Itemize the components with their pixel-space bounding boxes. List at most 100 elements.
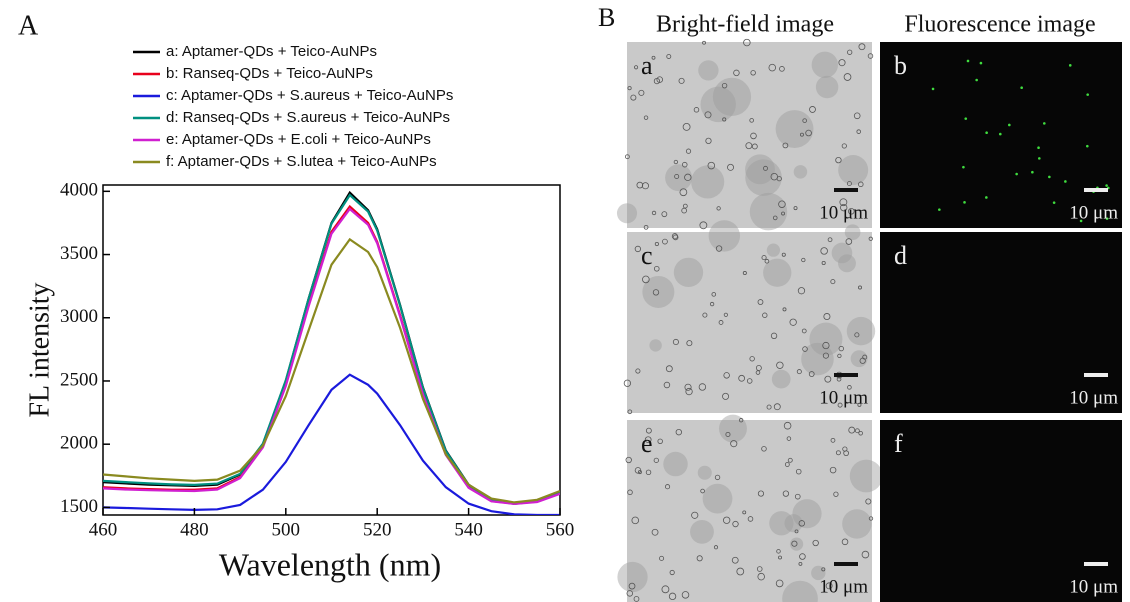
cell (762, 312, 768, 318)
cell (761, 255, 767, 261)
cell (776, 549, 781, 554)
cell (653, 265, 660, 272)
fluorescent-spot (938, 208, 941, 211)
cell (704, 111, 712, 119)
panel-label: A (18, 10, 39, 41)
cell (757, 299, 764, 305)
micrograph (880, 232, 1122, 413)
cell (782, 142, 789, 149)
cell (711, 292, 717, 297)
cell (830, 437, 836, 443)
cell (631, 516, 640, 525)
cell (745, 142, 753, 150)
cell (781, 211, 785, 216)
cell (627, 409, 633, 415)
cell (835, 156, 842, 164)
cell (645, 469, 652, 476)
cell (848, 208, 855, 215)
texture (690, 519, 714, 544)
cell (808, 371, 815, 377)
cell (718, 320, 724, 325)
texture (745, 159, 782, 196)
cell (691, 511, 699, 519)
cell (707, 161, 716, 170)
cell (757, 572, 765, 581)
cell (709, 301, 715, 307)
cell (723, 312, 728, 317)
cell (715, 245, 723, 252)
cell (645, 427, 652, 434)
legend-label: a: Aptamer-QDs + Teico-AuNPs (166, 43, 377, 60)
cell (685, 148, 692, 154)
cell (686, 340, 693, 347)
cell (661, 585, 670, 594)
x-tick-label: 480 (180, 519, 209, 540)
fluorescent-spot (985, 131, 988, 135)
fluorescent-spot (963, 201, 966, 204)
plot-frame (102, 184, 561, 516)
cell (659, 555, 665, 561)
scale-label: 10 μm (1069, 576, 1118, 597)
cell (684, 173, 692, 182)
cell (801, 328, 807, 334)
cell (793, 206, 798, 211)
cell (782, 307, 787, 312)
texture (708, 220, 741, 252)
x-tick-label: 500 (272, 519, 301, 540)
cell (656, 76, 663, 83)
cell (685, 387, 693, 396)
series-line (103, 207, 560, 506)
cell (699, 221, 708, 230)
cell (673, 159, 679, 165)
cell (725, 431, 731, 437)
cell (693, 107, 700, 113)
cell (742, 510, 747, 515)
texture (846, 316, 876, 346)
texture (617, 561, 648, 593)
cell (681, 161, 688, 168)
cell (663, 381, 671, 389)
column-header: Fluorescence image (904, 12, 1095, 38)
cell (856, 129, 861, 134)
texture (782, 580, 818, 602)
cell (778, 555, 782, 560)
scale-bar (834, 562, 858, 566)
series-line (103, 373, 560, 515)
cell (742, 271, 747, 276)
cell (865, 498, 872, 505)
cell (751, 143, 758, 150)
texture (784, 514, 803, 533)
cell (696, 555, 703, 562)
cell (634, 467, 642, 474)
fluorescent-spot (1020, 86, 1023, 90)
panel-letter: e (641, 429, 653, 458)
scale-bar (834, 373, 858, 377)
cell (722, 392, 730, 400)
cell (821, 567, 826, 572)
cell (653, 77, 661, 85)
cell (858, 181, 864, 188)
panel-letter: d (894, 241, 907, 270)
texture (850, 350, 868, 368)
x-tick-label: 460 (89, 519, 118, 540)
cell (623, 379, 632, 387)
cell (786, 436, 792, 441)
cell (833, 491, 839, 497)
cell (770, 332, 778, 339)
cell (822, 341, 830, 350)
cell (820, 247, 828, 255)
cell (634, 245, 642, 253)
cell (657, 438, 663, 445)
cell (766, 404, 772, 410)
fluorescent-spot (1079, 219, 1083, 223)
scale-label: 10 μm (819, 576, 868, 597)
texture (801, 342, 834, 376)
texture (842, 509, 872, 539)
cell (798, 561, 803, 566)
cell (661, 211, 668, 218)
cell (702, 40, 706, 45)
fluorescent-spot (998, 132, 1002, 136)
panel-letter: a (641, 51, 653, 80)
texture (702, 483, 733, 514)
cell (635, 368, 641, 374)
